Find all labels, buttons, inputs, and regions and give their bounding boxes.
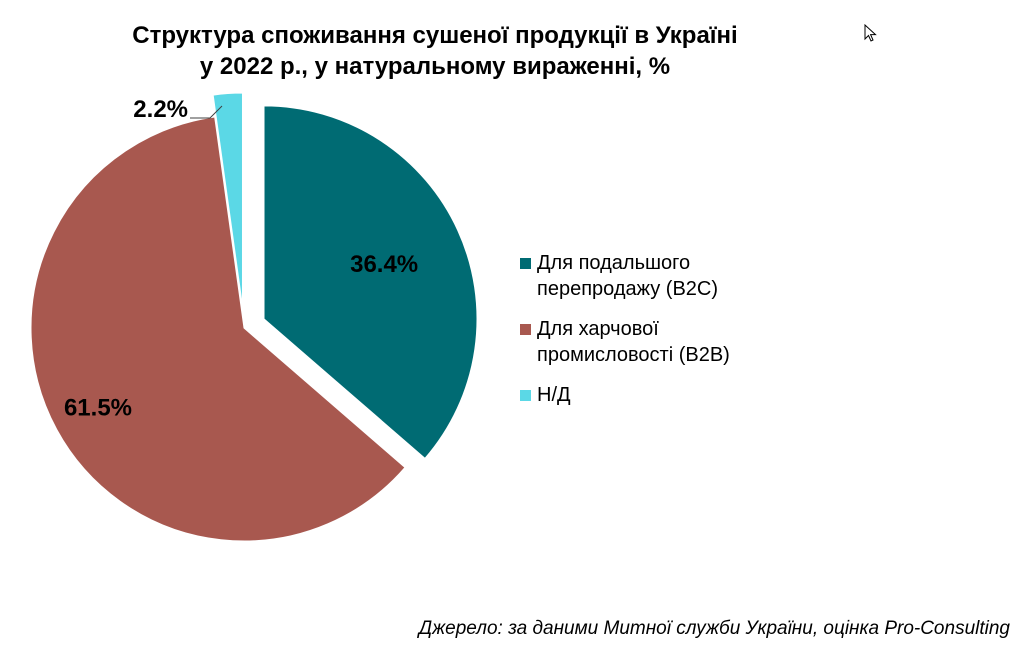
legend-item-b2b: Для харчової промисловості (B2B) [520, 316, 820, 368]
chart-title: Структура споживання сушеної продукції в… [30, 20, 840, 82]
data-label-b2c: 36.4% [350, 251, 418, 278]
legend-label-b2c: Для подальшого перепродажу (B2C) [537, 252, 719, 300]
mouse-cursor-icon [864, 24, 877, 42]
legend-swatch-b2c [520, 258, 531, 269]
pie-slice-b2c [263, 105, 478, 460]
chart-title-line-2: у 2022 р., у натуральному вираженні, % [199, 53, 671, 80]
leader-line [190, 105, 223, 119]
data-label-b2b: 61.5% [64, 394, 132, 421]
legend-swatch-b2b [520, 324, 531, 335]
pie-slice-b2b [30, 116, 406, 542]
legend: Для подальшого перепродажу (B2C) Для хар… [520, 250, 820, 422]
legend-label-b2b: Для харчової промисловості (B2B) [537, 318, 730, 366]
source-note: Джерело: за даними Митної служби України… [418, 618, 1010, 639]
legend-item-nd: Н/Д [520, 382, 820, 408]
legend-label-nd: Н/Д [537, 384, 571, 406]
pie-slice-nd [212, 92, 243, 307]
data-label-nd: 2.2% [133, 96, 188, 123]
legend-item-b2c: Для подальшого перепродажу (B2C) [520, 250, 820, 302]
chart-title-line-1: Структура споживання сушеної продукції в… [132, 22, 738, 49]
legend-swatch-nd [520, 390, 531, 401]
